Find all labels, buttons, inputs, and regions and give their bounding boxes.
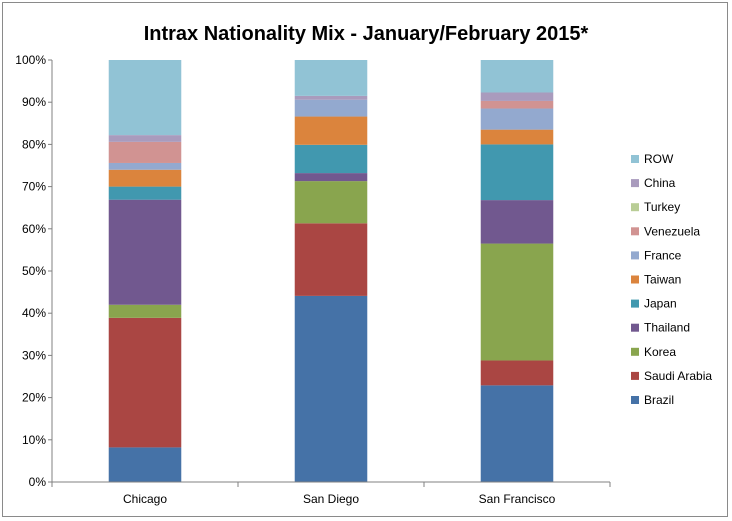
bar-san-francisco-china bbox=[480, 92, 554, 101]
bar-chicago-venezuela bbox=[108, 141, 182, 163]
y-tick-label-9: 90% bbox=[22, 95, 46, 109]
bar-chicago-china bbox=[108, 135, 182, 142]
bar-san-diego-japan bbox=[294, 144, 368, 174]
axes-group bbox=[51, 60, 610, 483]
bar-san-diego-france bbox=[294, 99, 368, 117]
bar-chicago-japan bbox=[108, 186, 182, 200]
bar-san-francisco-saudi-arabia bbox=[480, 360, 554, 386]
legend-label-venezuela: Venezuela bbox=[644, 224, 700, 238]
legend-label-china: China bbox=[644, 176, 676, 190]
legend-swatch-row bbox=[631, 155, 639, 163]
y-tick-label-4: 40% bbox=[22, 306, 46, 320]
legend-swatch-venezuela bbox=[631, 227, 639, 236]
bar-san-francisco-brazil bbox=[480, 385, 554, 482]
bar-chicago-brazil bbox=[108, 447, 182, 482]
y-tick-label-5: 50% bbox=[22, 264, 46, 278]
legend: ROW China Turkey Venezuela France Taiwan Japan… bbox=[631, 152, 712, 407]
legend-label-row: ROW bbox=[644, 152, 674, 166]
bar-san-diego-china bbox=[294, 95, 368, 100]
chart-title: Intrax Nationality Mix - January/Februar… bbox=[144, 23, 589, 45]
bar-chicago-korea bbox=[108, 304, 182, 318]
legend-label-france: France bbox=[644, 248, 682, 262]
bar-san-diego-taiwan bbox=[294, 116, 368, 145]
y-tick-label-2: 20% bbox=[22, 391, 46, 405]
legend-label-thailand: Thailand bbox=[644, 321, 690, 335]
legend-swatch-korea bbox=[631, 347, 639, 356]
y-tick-label-6: 60% bbox=[22, 222, 46, 236]
bar-chicago-thailand bbox=[108, 199, 182, 305]
bar-san-francisco-taiwan bbox=[480, 129, 554, 145]
y-tick-label-0: 0% bbox=[29, 475, 47, 489]
y-tick-label-3: 30% bbox=[22, 348, 46, 362]
bar-san-diego-saudi-arabia bbox=[294, 223, 368, 296]
bar-chicago-taiwan bbox=[108, 169, 182, 187]
bar-chicago-row bbox=[108, 60, 182, 136]
x-tick-label-san-diego: San Diego bbox=[303, 492, 359, 506]
bar-san-francisco-venezuela bbox=[480, 100, 554, 109]
y-tick-label-1: 10% bbox=[22, 433, 46, 447]
bars-group bbox=[108, 60, 554, 482]
bar-san-francisco-korea bbox=[480, 243, 554, 361]
legend-swatch-saudi-arabia bbox=[631, 371, 639, 380]
y-axis-ticks: 0% 10% 20% 30% 40% 50% 60% 70% 80% 90% 100% bbox=[15, 53, 52, 489]
legend-swatch-france bbox=[631, 251, 639, 260]
x-axis-ticks: Chicago San Diego San Francisco bbox=[51, 482, 611, 506]
bar-san-francisco-france bbox=[480, 108, 554, 130]
legend-swatch-china bbox=[631, 179, 639, 188]
legend-swatch-thailand bbox=[631, 323, 639, 332]
x-tick-label-chicago: Chicago bbox=[123, 492, 167, 506]
legend-swatch-japan bbox=[631, 299, 639, 308]
y-tick-label-8: 80% bbox=[22, 137, 46, 151]
legend-label-taiwan: Taiwan bbox=[644, 273, 681, 287]
bar-san-francisco-japan bbox=[480, 144, 554, 201]
bar-san-diego-thailand bbox=[294, 173, 368, 182]
legend-label-turkey: Turkey bbox=[644, 200, 680, 214]
bar-chicago-france bbox=[108, 162, 182, 170]
legend-label-korea: Korea bbox=[644, 345, 676, 359]
bar-san-diego-brazil bbox=[294, 295, 368, 482]
bar-san-diego-korea bbox=[294, 181, 368, 224]
legend-swatch-taiwan bbox=[631, 275, 639, 284]
legend-label-brazil: Brazil bbox=[644, 393, 674, 407]
legend-label-saudi-arabia: Saudi Arabia bbox=[644, 369, 712, 383]
y-tick-label-10: 100% bbox=[15, 53, 46, 67]
bar-san-francisco-row bbox=[480, 60, 554, 93]
bar-san-francisco-thailand bbox=[480, 200, 554, 244]
legend-label-japan: Japan bbox=[644, 297, 677, 311]
bar-san-diego-row bbox=[294, 60, 368, 96]
legend-swatch-brazil bbox=[631, 396, 639, 404]
x-tick-label-san-francisco: San Francisco bbox=[479, 492, 556, 506]
legend-swatch-turkey bbox=[631, 203, 639, 212]
bar-chicago-saudi-arabia bbox=[108, 317, 182, 448]
y-tick-label-7: 70% bbox=[22, 180, 46, 194]
